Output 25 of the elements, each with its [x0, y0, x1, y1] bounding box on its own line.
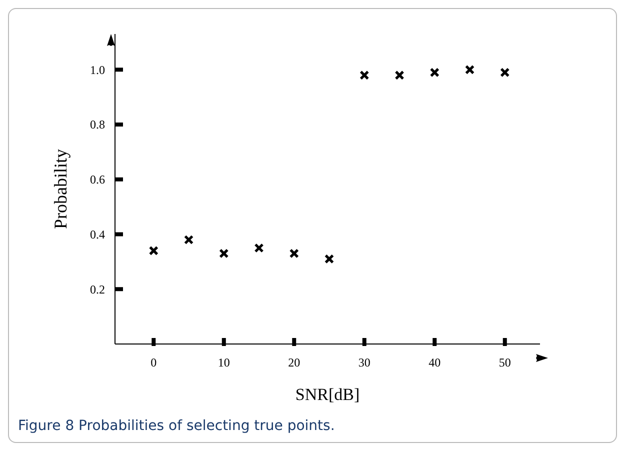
point [148, 246, 158, 256]
point [464, 64, 475, 74]
x-axis-title: SNR[dB] [295, 385, 360, 404]
point [500, 68, 510, 78]
point [430, 68, 440, 78]
y-tick-label: 0.2 [90, 282, 105, 296]
x-tick-label: 0 [150, 356, 157, 370]
caption: Figure 8 Probabilities of selecting true points. [18, 418, 335, 434]
y-tick-label: 0.6 [90, 172, 105, 187]
y-tick-label: 0.8 [90, 118, 105, 132]
y-tick-label: 0.4 [90, 227, 105, 242]
x-tick-label: 10 [218, 356, 230, 370]
point [184, 234, 194, 245]
x-tick-label: 20 [288, 356, 300, 370]
point [324, 254, 334, 264]
point [394, 70, 404, 80]
point [254, 243, 264, 253]
y-axis-title: Probability [50, 149, 70, 229]
x-tick-label: 40 [428, 356, 441, 370]
x-tick-label: 50 [498, 356, 511, 370]
point [219, 248, 229, 258]
x-tick-label: 30 [358, 356, 370, 370]
point [360, 70, 370, 80]
point [289, 248, 299, 258]
y-tick-label: 1.0 [90, 62, 105, 77]
